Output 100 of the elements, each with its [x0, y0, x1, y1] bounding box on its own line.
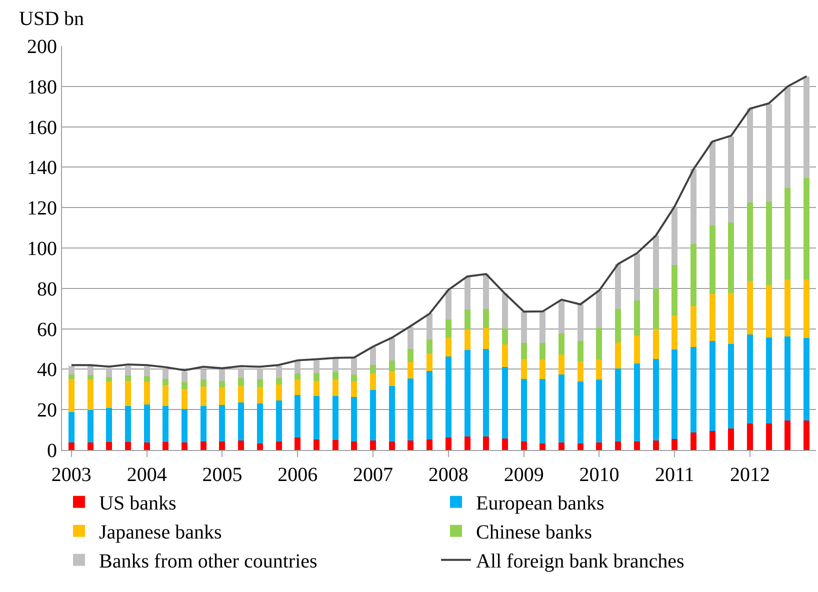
bar	[540, 443, 546, 450]
bar	[332, 380, 338, 396]
bar	[483, 349, 490, 437]
bar	[144, 366, 150, 376]
bar	[747, 202, 754, 282]
bar	[596, 328, 602, 360]
x-tick-label: 2010	[579, 464, 620, 486]
y-tick-label: 180	[27, 76, 57, 98]
bar	[577, 340, 584, 362]
x-tick-label: 2004	[126, 464, 167, 486]
legend-label: European banks	[476, 492, 605, 515]
y-tick-label: 120	[27, 198, 57, 220]
bar	[351, 382, 358, 398]
bar	[483, 328, 490, 349]
bar	[558, 334, 565, 355]
bar	[766, 201, 772, 285]
bar	[124, 442, 131, 450]
bar	[634, 364, 640, 442]
bar	[144, 376, 150, 382]
bar	[294, 380, 301, 396]
bar	[483, 274, 490, 309]
bar	[520, 378, 527, 442]
bar	[426, 314, 433, 340]
bar	[766, 424, 772, 450]
bar	[426, 340, 433, 354]
bar	[219, 380, 226, 388]
bar	[690, 169, 696, 244]
bar	[652, 440, 659, 450]
bar	[351, 358, 358, 374]
bar	[728, 428, 734, 450]
bar	[804, 76, 810, 178]
bar	[408, 378, 414, 441]
bar	[520, 312, 527, 343]
bar	[464, 330, 470, 350]
bar	[332, 358, 338, 372]
bar	[162, 385, 169, 406]
bar	[804, 280, 810, 338]
bar	[615, 442, 622, 450]
bar	[388, 370, 395, 386]
bar	[351, 374, 358, 382]
bar	[408, 326, 414, 349]
bar	[219, 370, 226, 381]
x-tick-label: 2008	[428, 464, 468, 486]
bar	[313, 439, 320, 450]
bar	[502, 366, 508, 439]
bar	[747, 108, 754, 202]
bar	[294, 438, 301, 450]
x-tick-label: 2009	[504, 464, 544, 486]
bar	[672, 206, 678, 265]
bar	[276, 442, 282, 450]
bar	[200, 406, 206, 442]
bar	[313, 360, 320, 373]
bar	[351, 397, 358, 442]
bar	[87, 410, 94, 443]
bar	[652, 329, 659, 359]
bar	[709, 294, 716, 341]
bar	[709, 225, 716, 294]
bar	[615, 342, 622, 369]
bar	[370, 365, 376, 374]
bar	[238, 402, 244, 441]
bar	[87, 374, 94, 380]
bar	[766, 104, 772, 202]
bar	[634, 300, 640, 336]
bar	[87, 442, 94, 450]
y-tick-label: 0	[47, 440, 57, 462]
bar	[690, 432, 696, 450]
bar	[709, 430, 716, 450]
bar	[540, 378, 546, 444]
bar	[747, 281, 754, 334]
bar	[182, 372, 188, 382]
bar	[672, 315, 678, 350]
x-tick-label: 2007	[353, 464, 394, 486]
bar	[804, 420, 810, 450]
bar	[577, 382, 584, 444]
bar	[558, 442, 565, 450]
bar	[464, 436, 470, 450]
bar	[652, 358, 659, 441]
bar	[351, 442, 358, 450]
bar	[784, 86, 791, 188]
bar	[540, 312, 546, 343]
bar	[445, 437, 452, 450]
bar	[540, 359, 546, 379]
bar	[162, 406, 169, 442]
y-tick-label: 20	[37, 400, 57, 422]
bar	[520, 442, 527, 450]
bar	[464, 277, 470, 310]
bar	[709, 340, 716, 431]
bar	[520, 342, 527, 359]
bar	[426, 370, 433, 440]
bar	[577, 361, 584, 382]
bar	[388, 442, 395, 450]
bar	[672, 350, 678, 440]
bar	[124, 380, 131, 406]
bar	[540, 342, 546, 360]
bar	[558, 300, 565, 334]
legend-label: All foreign bank branches	[476, 550, 684, 573]
x-tick-label: 2011	[654, 464, 694, 486]
bar	[68, 442, 74, 450]
bar	[445, 320, 452, 338]
legend-label: Banks from other countries	[99, 550, 318, 573]
